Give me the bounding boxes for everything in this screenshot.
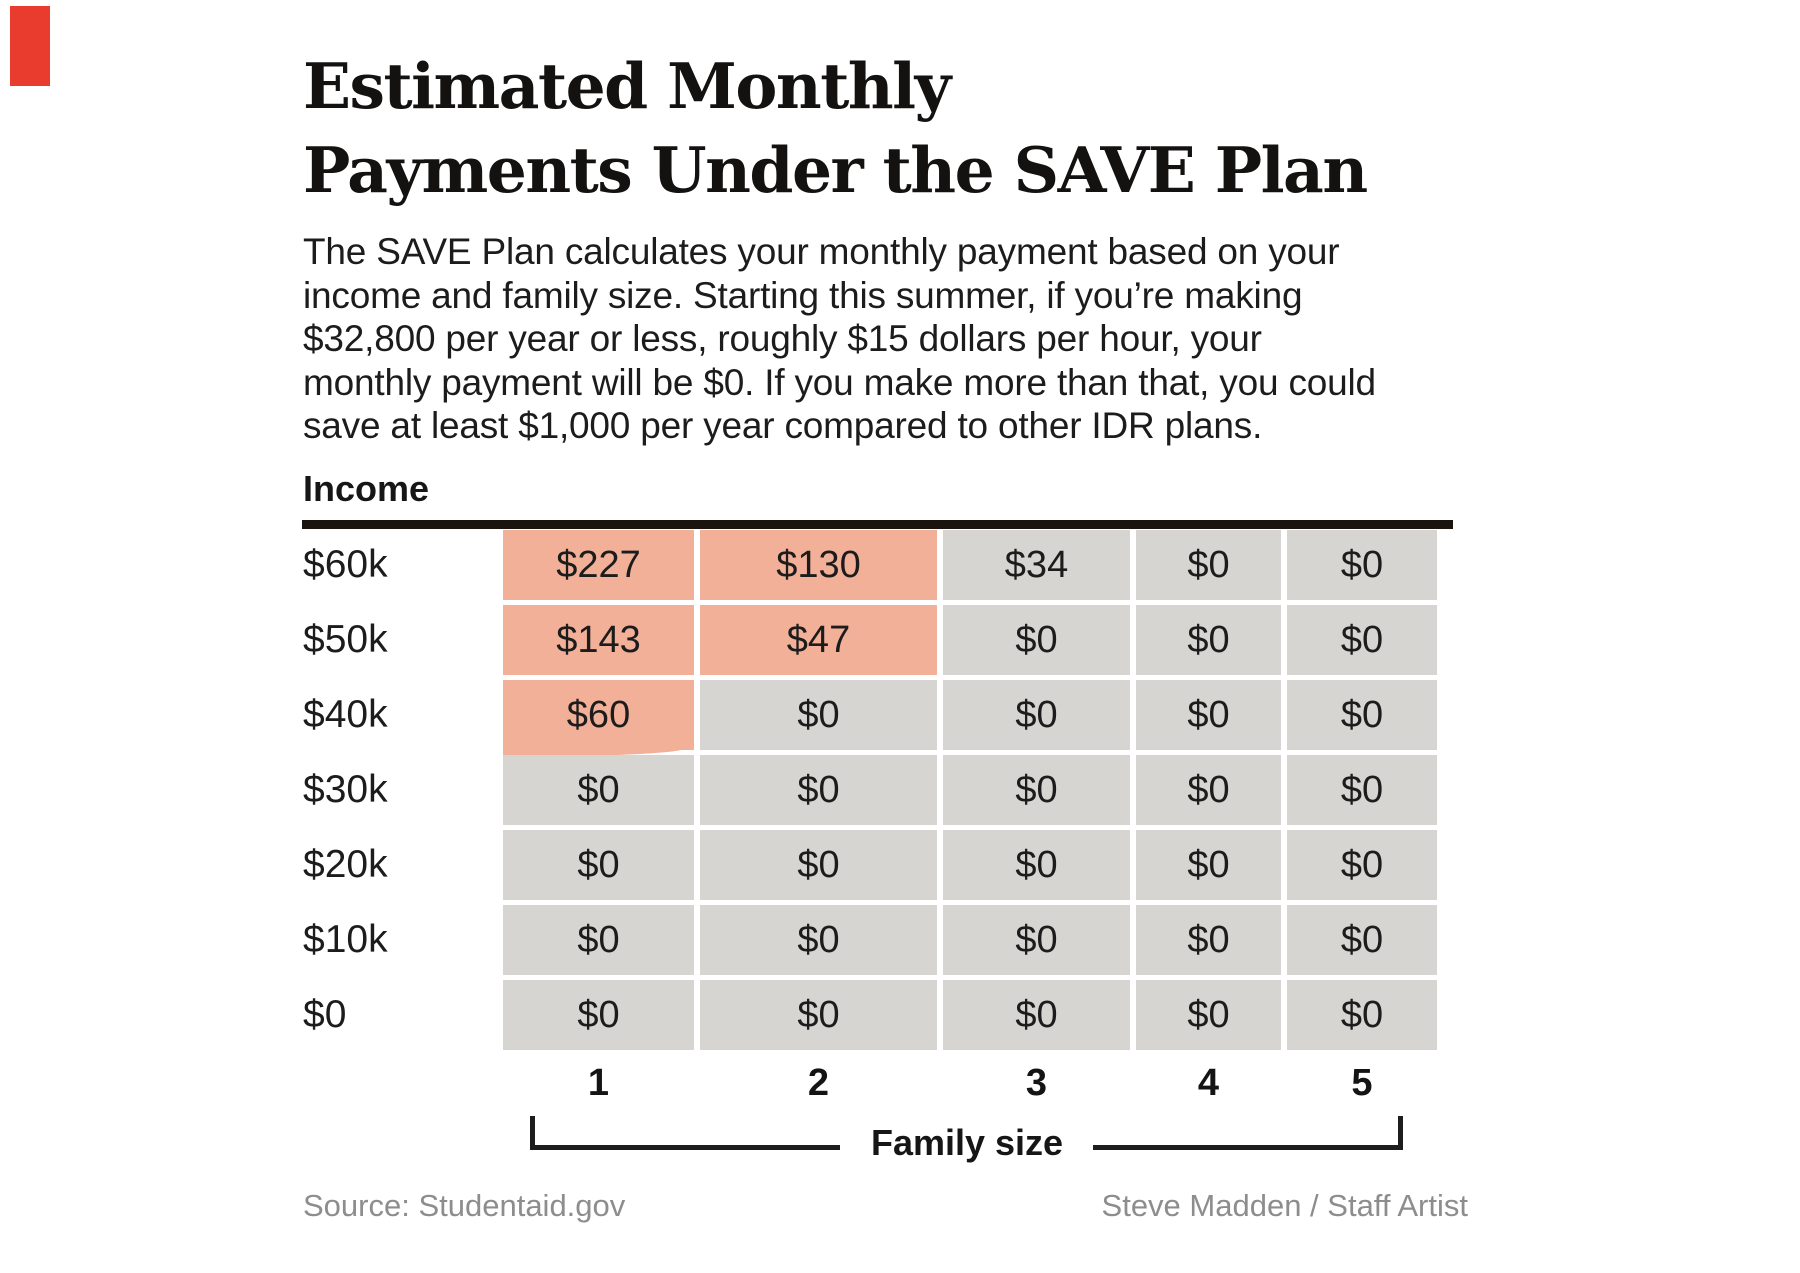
table-cell: $0 [1287,605,1437,675]
col-label: 4 [1197,1061,1220,1104]
table-cell: $0 [943,980,1130,1050]
table-cell: $0 [503,905,694,975]
table-cell: $0 [1136,755,1281,825]
row-label: $0 [303,980,497,1050]
col-label: 1 [587,1061,610,1104]
red-corner-mark [10,6,50,86]
table-cell: $0 [1287,830,1437,900]
col-label: 2 [807,1061,830,1104]
chart-title: Estimated Monthly Payments Under the SAV… [303,44,1368,212]
table-cell: $0 [1287,905,1437,975]
table-cell: $0 [943,605,1130,675]
table-cell: $47 [700,605,937,675]
source-text: Source: Studentaid.gov [303,1188,626,1223]
table-cell: $60 [503,680,694,757]
table-cell: $0 [1136,905,1281,975]
tick-row-spacer [303,1058,497,1108]
table-cell: $0 [943,905,1130,975]
table-cell: $0 [700,905,937,975]
table-cell: $0 [943,755,1130,825]
table-cell: $0 [1136,530,1281,600]
table-cell: $0 [700,755,937,825]
family-size-tick-row: 1 2 3 4 5 [303,1058,1437,1108]
table-cell: $34 [943,530,1130,600]
table-cell: $0 [1136,980,1281,1050]
family-size-bracket-left [530,1116,840,1150]
chart-description: The SAVE Plan calculates your monthly pa… [303,231,1376,446]
table-cell: $0 [1136,605,1281,675]
family-size-axis-label: Family size [870,1122,1064,1163]
col-label: 3 [1025,1061,1048,1104]
row-label: $50k [303,605,497,675]
row-label: $60k [303,530,497,600]
table-cell: $143 [503,605,694,675]
income-axis-label: Income [303,468,430,509]
table-cell: $0 [700,830,937,900]
table-cell: $0 [700,980,937,1050]
table-cell: $0 [1287,680,1437,750]
row-label: $40k [303,680,497,750]
chart-title-line2: Payments Under the SAVE Plan [303,133,1368,207]
table-cell: $0 [1136,830,1281,900]
family-size-bracket-right [1093,1116,1403,1150]
col-label: 5 [1351,1061,1373,1104]
chart-title-line1: Estimated Monthly [303,49,951,123]
table-cell: $0 [1287,530,1437,600]
table-cell: $0 [700,680,937,750]
row-label: $10k [303,905,497,975]
table-cell: $0 [1136,680,1281,750]
table-cell: $0 [503,980,694,1050]
credit-text: Steve Madden / Staff Artist [1101,1188,1468,1223]
table-cell: $0 [943,830,1130,900]
table-cell: $0 [1287,980,1437,1050]
row-label: $30k [303,755,497,825]
row-label: $20k [303,830,497,900]
table-cell: $0 [503,830,694,900]
table-top-rule [302,520,1453,529]
table-cell: $0 [943,680,1130,750]
table-cell: $0 [1287,755,1437,825]
table-cell: $227 [503,530,694,600]
payments-table: $60k $227 $130 $34 $0 $0 $50k $143 $47 $0 $0 $0 $40k… [303,530,1437,1050]
table-cell: $130 [700,530,937,600]
table-cell: $0 [503,755,694,825]
